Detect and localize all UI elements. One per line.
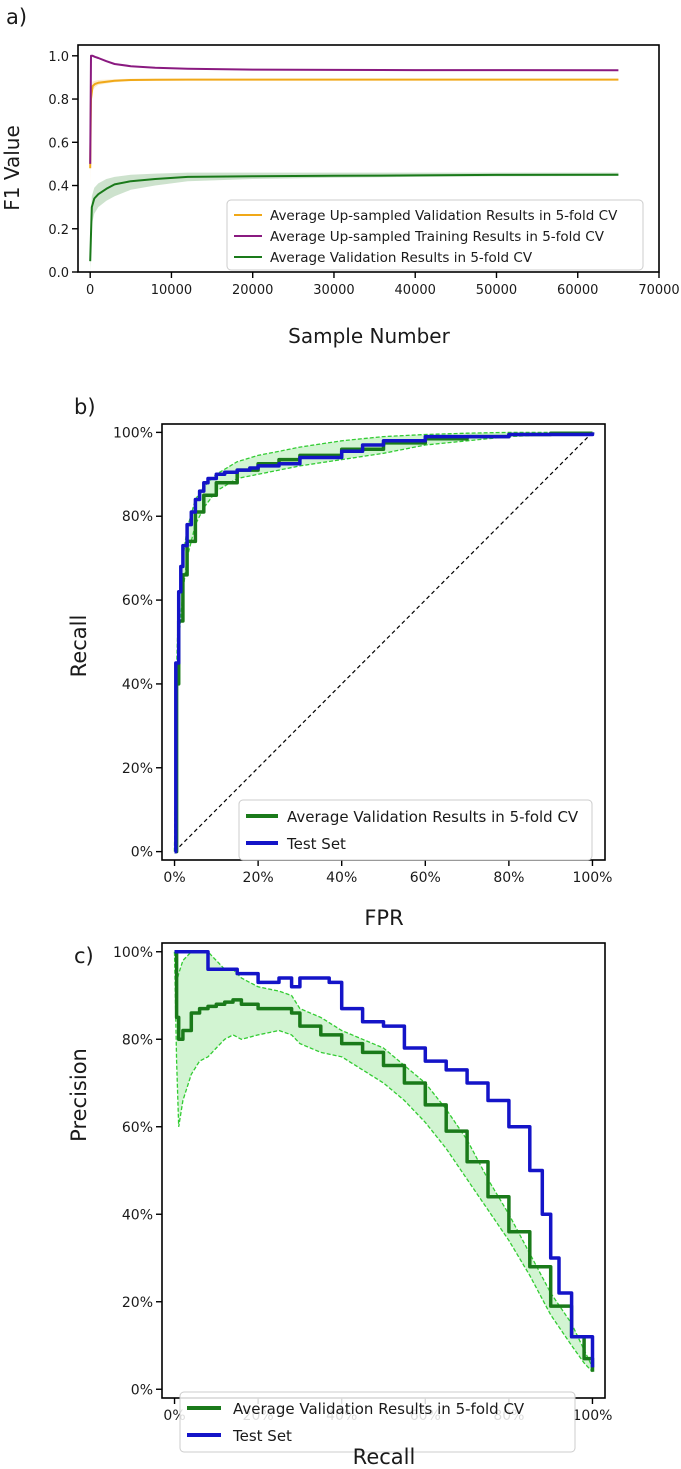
chart-b-xtick-label-4: 80% [493, 870, 524, 886]
chart-b-series-1 [174, 432, 595, 854]
chart-a-xtick-label-5: 50000 [476, 283, 517, 298]
chart-a-xtick-label-4: 40000 [395, 283, 436, 298]
chart-c-band-edge-0-1 [173, 951, 593, 1373]
legend-a-entry-1: Average Up-sampled Validation Results in… [270, 208, 618, 224]
ylabel-c: Precision [67, 1048, 91, 1142]
panel-c: c) 0%20%40%60%80%100%0%20%40%60%80%100% … [67, 942, 612, 1469]
xlabel-a: Sample Number [288, 324, 450, 348]
chart-b-xtick-label-1: 20% [243, 870, 274, 886]
panel-b: b) 0% 20% 40% 60% 80% 100%0%20%40%60%80%100% … [67, 395, 612, 930]
chart-c-ytick-label-2: 40% [122, 1207, 153, 1223]
chart-b-ytick-label-1: 20% [122, 761, 153, 777]
chart-a-marks: 0 10000 20000 30000 40000 50000 60000 70000 0.0 0… [48, 44, 680, 298]
xlabel-c: Recall [353, 1445, 416, 1469]
chart-c-ytick-label-5: 100% [113, 945, 153, 961]
chart-b-band-edge-0-0 [173, 431, 593, 852]
panel-label-a: a) [6, 5, 27, 29]
legend-c-entry-2: Test Set [232, 1427, 292, 1445]
chart-c-xtick-label-5: 100% [572, 1408, 612, 1424]
chart-b-xtick-label-5: 100% [572, 870, 612, 886]
chart-c-band-0 [174, 951, 593, 1372]
chart-a-ytick-label-1: 0.2 [48, 223, 69, 238]
legend-b-frame [238, 799, 593, 861]
xlabel-b: FPR [364, 906, 403, 930]
chart-a-ytick-label-5: 1.0 [48, 50, 69, 65]
chart-a-series-1 [89, 54, 619, 164]
chart-a-ytick-label-3: 0.6 [48, 136, 69, 151]
chart-c-series-1 [174, 950, 595, 1368]
panel-a: a) 0 10000 20000 30000 40000 50000 60000 700000… [0, 5, 680, 348]
ylabel-a: F1 Value [0, 125, 24, 211]
chart-a-ytick-label-2: 0.4 [48, 180, 69, 195]
chart-b-ytick-label-0: 0% [131, 845, 153, 861]
panel-label-c: c) [74, 944, 94, 968]
chart-b-ytick-label-5: 100% [113, 425, 153, 441]
chart-b-marks: 0% 20% 40% 60% 80% 100% 0% 20% 40% 60% 80% 100% [113, 423, 612, 886]
legend-a: Average Up-sampled Validation Results in… [226, 199, 644, 271]
chart-a-xtick-label-1: 10000 [151, 283, 192, 298]
legend-a-entry-2: Average Up-sampled Training Results in 5… [270, 229, 605, 245]
chart-b-xtick-label-2: 40% [326, 870, 357, 886]
ylabel-b: Recall [67, 615, 91, 678]
chart-c-series-0 [174, 950, 595, 1372]
panel-label-b: b) [74, 395, 96, 419]
chart-b-ytick-label-3: 60% [122, 593, 153, 609]
chart-b-xtick-label-3: 60% [410, 870, 441, 886]
legend-b: Average Validation Results in 5-fold CV … [238, 799, 593, 861]
chart-b-diagonal [174, 431, 593, 853]
chart-a-ytick-label-4: 0.8 [48, 93, 69, 108]
legend-b-entry-1: Average Validation Results in 5-fold CV [287, 808, 579, 826]
chart-b-ytick-label-2: 40% [122, 677, 153, 693]
chart-b-ytick-label-4: 80% [122, 509, 153, 525]
legend-c-frame [179, 1391, 576, 1453]
chart-c-ytick-label-4: 80% [122, 1032, 153, 1048]
chart-a-ytick-label-0: 0.0 [48, 266, 69, 281]
legend-c-entry-1: Average Validation Results in 5-fold CV [233, 1400, 525, 1418]
chart-a-xtick-label-0: 0 [86, 283, 94, 298]
legend-a-frame [226, 199, 644, 271]
chart-b-xtick-label-0: 0% [163, 870, 185, 886]
chart-a-series-2 [89, 173, 619, 262]
chart-a-xtick-label-3: 30000 [313, 283, 354, 298]
chart-a-xtick-label-6: 60000 [557, 283, 598, 298]
chart-c-ytick-label-1: 20% [122, 1295, 153, 1311]
legend-a-entry-3: Average Validation Results in 5-fold CV [270, 250, 533, 266]
chart-a-band-2 [90, 172, 619, 272]
legend-c: Average Validation Results in 5-fold CV … [179, 1391, 576, 1453]
chart-c-ytick-label-3: 60% [122, 1120, 153, 1136]
chart-a-series-0 [89, 78, 619, 169]
chart-a-xtick-label-7: 70000 [638, 283, 679, 298]
chart-a-xtick-label-2: 20000 [232, 283, 273, 298]
chart-c-ytick-label-0: 0% [131, 1382, 153, 1398]
chart-a-axes-frame [77, 44, 660, 273]
legend-b-entry-2: Test Set [286, 835, 346, 853]
